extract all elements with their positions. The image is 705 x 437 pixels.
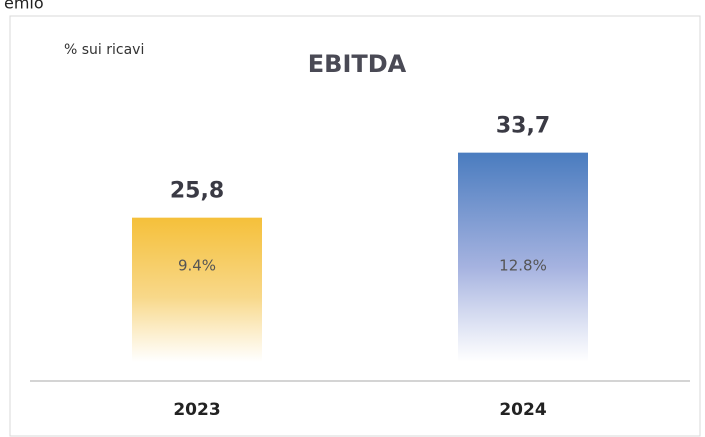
chart-title: EBITDA: [308, 50, 407, 78]
percent-label: 12.8%: [499, 257, 547, 275]
chart-frame: [9, 15, 701, 437]
bar: [132, 217, 262, 362]
x-tick-label: 2024: [499, 400, 546, 420]
value-label: 25,8: [170, 179, 224, 204]
caption: emio: [4, 0, 44, 13]
value-label: 33,7: [496, 114, 550, 139]
chart-subtitle: % sui ricavi: [64, 42, 144, 58]
x-tick-label: 2023: [173, 400, 220, 420]
bar: [458, 152, 588, 362]
percent-label: 9.4%: [178, 257, 216, 275]
